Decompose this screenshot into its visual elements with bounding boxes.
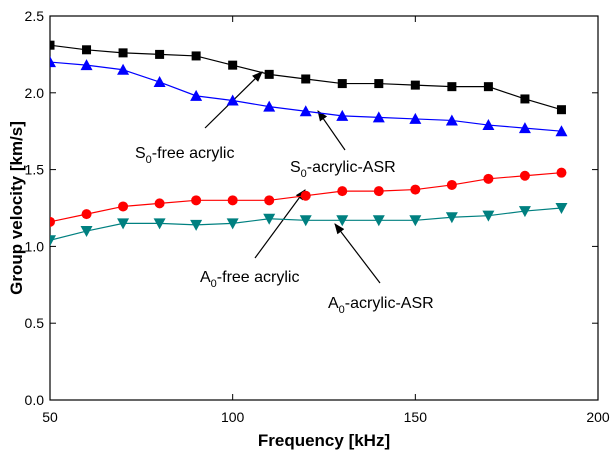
y-tick-label: 1.0 [25, 238, 45, 254]
plot-frame [49, 15, 599, 401]
marker [555, 203, 568, 214]
annotation-rest: -acrylic-ASR [345, 295, 434, 312]
annotation-rest: -free acrylic [217, 269, 300, 286]
annotation: S0-acrylic-ASR [290, 159, 396, 180]
annotation: A0-acrylic-ASR [328, 295, 434, 316]
marker [80, 226, 93, 238]
annotation-sub: 0 [211, 278, 217, 290]
plot-area [50, 40, 568, 247]
marker [50, 235, 56, 247]
x-tick-label: 100 [221, 409, 245, 425]
marker [336, 215, 349, 227]
annotation-sub: 0 [146, 154, 152, 166]
marker [264, 195, 275, 206]
annotation-arrow [317, 110, 346, 151]
y-tick-label: 2.5 [25, 8, 45, 24]
marker [336, 109, 349, 121]
marker [374, 79, 384, 89]
marker [191, 51, 201, 61]
marker [118, 201, 129, 212]
marker [227, 195, 238, 206]
marker [555, 125, 568, 137]
marker [80, 59, 93, 71]
marker [226, 218, 239, 230]
marker [263, 213, 276, 225]
marker [118, 48, 128, 58]
marker [81, 209, 92, 220]
marker [446, 179, 457, 190]
y-tick-label: 2.0 [25, 85, 45, 101]
marker [373, 186, 384, 197]
marker [117, 218, 130, 230]
marker [445, 212, 458, 224]
marker [445, 114, 458, 126]
marker [520, 94, 530, 104]
marker [483, 82, 493, 92]
marker [372, 215, 385, 227]
marker [226, 94, 239, 106]
annotation-base: A [200, 269, 211, 286]
annotation-arrow [334, 223, 381, 284]
marker [337, 79, 347, 89]
marker [482, 119, 495, 131]
annotation: A0-free acrylic [200, 269, 299, 290]
marker [154, 198, 165, 209]
marker [337, 186, 348, 197]
x-tick-label: 150 [404, 409, 428, 425]
marker [410, 80, 420, 90]
marker [117, 63, 130, 75]
marker [191, 195, 202, 206]
marker [447, 82, 457, 92]
marker [519, 170, 530, 181]
x-tick-label: 50 [42, 409, 58, 425]
marker [518, 206, 531, 218]
annotation-base: S [135, 145, 146, 162]
x-tick-label: 200 [586, 409, 610, 425]
marker [518, 122, 531, 134]
marker [50, 40, 55, 50]
marker [190, 89, 203, 101]
x-axis-label: Frequency [kHz] [258, 431, 390, 450]
annotation-rest: -free acrylic [152, 145, 235, 162]
marker [299, 105, 312, 117]
annotation-sub: 0 [339, 304, 345, 316]
y-tick-label: 1.5 [25, 162, 45, 178]
marker [482, 210, 495, 222]
marker [50, 56, 56, 68]
annotation-base: A [328, 295, 339, 312]
marker [228, 60, 238, 70]
marker [483, 173, 494, 184]
marker [153, 218, 166, 230]
annotation-base: S [290, 159, 301, 176]
annotation-rest: -acrylic-ASR [307, 159, 396, 176]
marker [155, 49, 165, 59]
marker [50, 216, 55, 227]
annotation: S0-free acrylic [135, 145, 234, 166]
annotation-arrow [254, 189, 306, 259]
marker [301, 74, 311, 84]
y-tick-label: 0.5 [25, 315, 45, 331]
y-tick-label: 0.0 [25, 392, 45, 408]
marker [556, 105, 566, 115]
marker [410, 184, 421, 195]
marker [299, 215, 312, 227]
marker [82, 45, 92, 55]
marker [372, 111, 385, 123]
marker [263, 100, 276, 112]
annotation-sub: 0 [301, 168, 307, 180]
marker [556, 167, 567, 178]
marker [264, 69, 274, 79]
marker [300, 190, 311, 201]
marker [190, 219, 203, 231]
marker [153, 76, 166, 88]
marker [409, 112, 422, 124]
marker [409, 215, 422, 227]
y-axis-label: Group velocity [km/s] [7, 121, 26, 295]
